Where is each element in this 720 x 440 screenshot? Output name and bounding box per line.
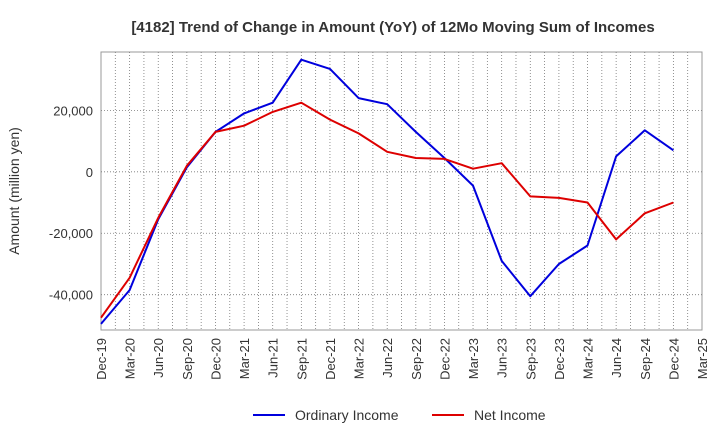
x-tick-label: Jun-22 (380, 338, 395, 378)
x-tick-label: Sep-22 (409, 338, 424, 380)
x-tick-label: Sep-21 (294, 338, 309, 380)
x-tick-label: Sep-23 (523, 338, 538, 380)
x-tick-label: Sep-24 (638, 338, 653, 380)
legend-label-net-income: Net Income (474, 407, 546, 423)
x-tick-label: Mar-21 (237, 338, 252, 379)
x-tick-label: Dec-22 (437, 338, 452, 380)
x-tick-label: Dec-21 (323, 338, 338, 380)
x-tick-label: Sep-20 (180, 338, 195, 380)
x-tick-label: Mar-25 (695, 338, 710, 379)
plot-area: -40,000 -20,000 0 20,000 Dec-19 Mar-20 Jun-20 S… (49, 51, 710, 380)
x-tick-label: Jun-20 (151, 338, 166, 378)
x-tick-label: Dec-20 (208, 338, 223, 380)
x-tick-label: Mar-22 (352, 338, 367, 379)
y-tick-label: -40,000 (49, 288, 93, 303)
legend-label-ordinary-income: Ordinary Income (295, 407, 399, 423)
x-tick-label: Jun-24 (609, 338, 624, 378)
x-tick-label: Mar-23 (466, 338, 481, 379)
x-tick-label: Dec-23 (552, 338, 567, 380)
series-line-net-income (100, 101, 674, 319)
x-tick-label: Jun-21 (266, 338, 281, 378)
x-tick-label: Mar-24 (581, 338, 596, 379)
legend: Ordinary Income Net Income (253, 407, 546, 423)
chart-title: [4182] Trend of Change in Amount (YoY) o… (131, 19, 654, 36)
x-tick-label: Dec-19 (94, 338, 109, 380)
x-tick-label: Dec-24 (666, 338, 681, 380)
y-tick-label: -20,000 (49, 226, 93, 241)
x-tick-label: Jun-23 (495, 338, 510, 378)
y-tick-label: 20,000 (53, 103, 93, 118)
y-tick-label: 0 (86, 165, 93, 180)
y-axis-label: Amount (million yen) (6, 127, 22, 255)
x-tick-label: Mar-20 (123, 338, 138, 379)
